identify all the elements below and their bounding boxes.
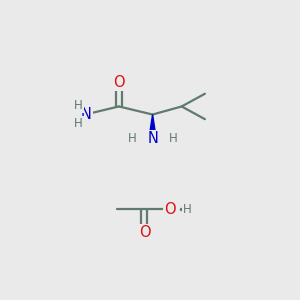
- Text: H: H: [74, 99, 82, 112]
- Text: H: H: [183, 203, 192, 216]
- Text: N: N: [81, 107, 92, 122]
- Text: H: H: [74, 117, 82, 130]
- Text: O: O: [139, 225, 150, 240]
- Text: N: N: [147, 131, 158, 146]
- Text: H: H: [128, 132, 137, 145]
- Text: H: H: [168, 132, 177, 145]
- Text: O: O: [113, 75, 125, 90]
- Text: O: O: [164, 202, 176, 217]
- Polygon shape: [149, 115, 156, 139]
